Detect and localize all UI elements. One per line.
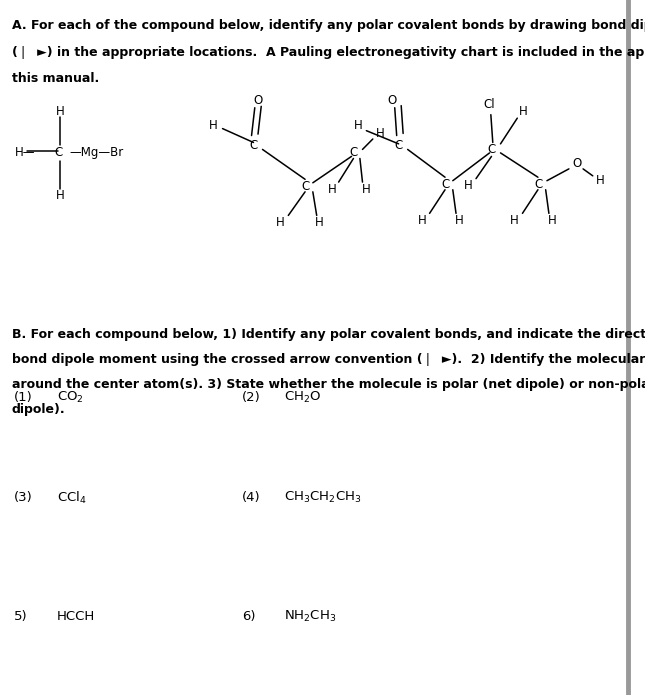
Text: CCl$_4$: CCl$_4$ [57,489,86,506]
Text: bond dipole moment using the crossed arrow convention (❘  ►).  2) Identify the m: bond dipole moment using the crossed arr… [12,353,645,366]
Text: C: C [350,147,358,159]
Text: 5): 5) [14,610,28,623]
Text: (4): (4) [242,491,261,504]
Text: Cl: Cl [484,98,495,111]
Text: H: H [455,214,464,227]
Text: NH$_2$CH$_3$: NH$_2$CH$_3$ [284,609,336,624]
Text: this manual.: this manual. [12,72,99,85]
Text: H: H [353,119,362,131]
Text: (2): (2) [242,391,261,404]
Text: H: H [208,119,217,131]
Text: C: C [534,178,542,190]
Text: CH$_3$CH$_2$CH$_3$: CH$_3$CH$_2$CH$_3$ [284,490,361,505]
Text: H: H [548,214,557,227]
Text: C: C [441,178,450,190]
Text: CH$_2$O: CH$_2$O [284,390,321,404]
Text: H: H [55,190,64,202]
Text: H: H [328,183,337,195]
Text: dipole).: dipole). [12,403,65,416]
Text: C: C [488,143,496,156]
Text: H: H [510,214,519,227]
Text: C: C [250,140,258,152]
Text: —Mg—Br: —Mg—Br [70,147,124,159]
Text: O: O [388,95,397,107]
Text: H—: H— [15,147,35,159]
Text: HCCH: HCCH [57,610,95,623]
Text: H: H [464,179,473,192]
Text: H: H [596,174,605,187]
Text: (1): (1) [14,391,33,404]
Text: CO$_2$: CO$_2$ [57,390,83,404]
Text: H: H [362,183,371,195]
Text: O: O [572,157,581,170]
Text: H: H [55,105,64,117]
Text: (3): (3) [14,491,33,504]
Text: O: O [253,95,263,107]
Text: H: H [315,216,324,229]
Text: H: H [276,216,285,229]
Text: A. For each of the compound below, identify any polar covalent bonds by drawing : A. For each of the compound below, ident… [12,19,645,33]
Text: B. For each compound below, 1) Identify any polar covalent bonds, and indicate t: B. For each compound below, 1) Identify … [12,328,645,341]
Text: H: H [519,105,528,117]
Text: C: C [395,140,403,152]
Text: (❘  ►) in the appropriate locations.  A Pauling electronegativity chart is inclu: (❘ ►) in the appropriate locations. A Pa… [12,46,645,59]
Text: C: C [55,147,63,159]
Text: H: H [376,127,385,140]
Text: H: H [417,214,426,227]
Text: C: C [301,180,310,193]
Text: 6): 6) [242,610,255,623]
Text: around the center atom(s). 3) State whether the molecule is polar (net dipole) o: around the center atom(s). 3) State whet… [12,378,645,391]
